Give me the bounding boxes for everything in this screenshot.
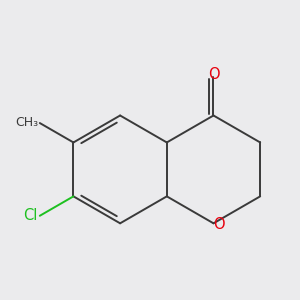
Text: O: O (208, 67, 219, 82)
Text: O: O (213, 217, 225, 232)
Text: Cl: Cl (23, 208, 37, 223)
Text: CH₃: CH₃ (15, 116, 38, 129)
